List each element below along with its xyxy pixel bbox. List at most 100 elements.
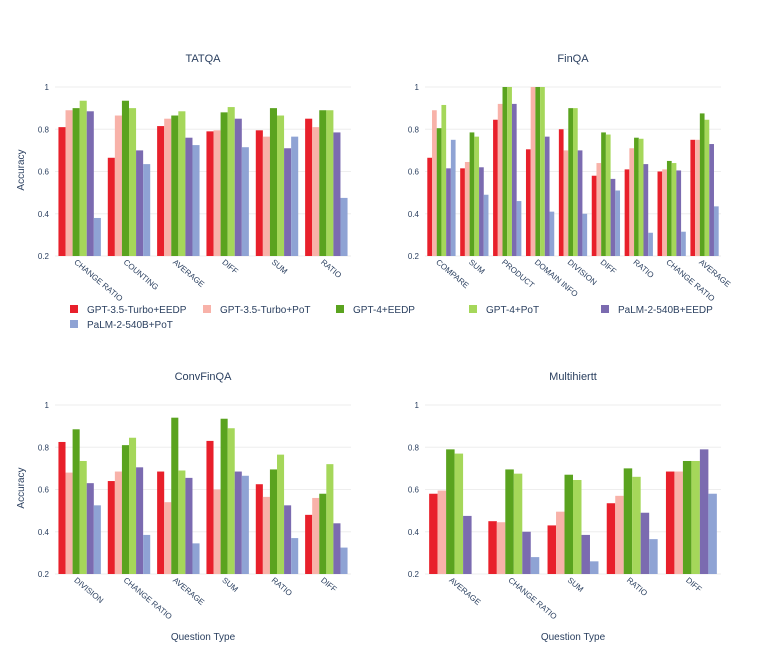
bar-diff-3 [691,460,700,574]
bar-average-4 [709,144,714,256]
bar-average-4 [185,477,193,574]
bar-product-3 [507,87,512,256]
legend-item[interactable]: GPT-4+EEDP [336,305,415,316]
legend-label: PaLM-2-540B+PoT [87,320,173,331]
bar-diff-5 [708,493,717,574]
bar-change-ratio-3 [671,163,677,256]
legend-item[interactable]: GPT-4+PoT [469,305,539,316]
x-tick-label: CHANGE RATIO [507,576,559,622]
y-tick-label: 0.8 [38,443,50,452]
bar-ratio-5 [648,232,653,256]
bar-ratio-3 [277,454,285,574]
bar-ratio-5 [340,197,348,256]
bar-change-ratio-4 [86,111,94,256]
bar-average-3 [454,453,464,574]
x-tick-label: AVERAGE [171,258,206,289]
x-tick-label: DIFF [684,576,703,594]
bar-diff-0 [305,514,313,574]
bar-domain-info-5 [549,211,555,256]
bar-change-ratio-3 [513,473,523,574]
bar-change-ratio-2 [121,445,129,574]
legend-item[interactable]: GPT-3.5-Turbo+PoT [203,305,311,316]
bar-sum-5 [483,194,489,256]
legend-label: GPT-3.5-Turbo+PoT [220,305,311,316]
bar-sum-4 [581,534,590,574]
y-tick-label: 0.2 [38,570,50,579]
x-tick-label: AVERAGE [447,576,482,607]
bar-counting-3 [129,108,137,256]
y-tick-label: 0.8 [408,443,420,452]
bar-average-1 [695,139,700,256]
bar-average-0 [157,471,165,574]
legend-item[interactable]: GPT-3.5-Turbo+EEDP [70,305,187,316]
x-tick-label: COMPARE [434,258,470,291]
bar-average-1 [164,502,172,574]
bar-diff-0 [665,471,675,574]
bar-change-ratio-4 [676,170,682,256]
bar-domain-info-3 [540,87,545,256]
bar-compare-1 [432,110,437,257]
y-tick-label: 0.6 [38,168,50,177]
legend-swatch [70,320,78,328]
bar-compare-2 [436,128,442,256]
bar-sum-2 [469,132,475,256]
bar-diff-0 [206,131,214,256]
bar-division-3 [573,108,578,256]
x-tick-label: SUM [220,576,240,595]
bar-ratio-3 [326,110,334,257]
subplot-multihiertt: Multihiertt 0.2 0.4 0.6 0.8 1 AVERAGE CHANGE RA… [408,371,721,621]
legend-label: GPT-4+PoT [486,305,539,316]
bar-sum-4 [479,167,484,256]
bar-diff-1 [674,471,683,574]
bar-ratio-0 [624,169,630,256]
bar-diff-2 [319,493,327,574]
y-tick-label: 0.6 [408,486,420,495]
bar-average-2 [171,417,179,574]
x-tick-label: SUM [566,576,586,595]
bar-diff-2 [220,112,228,256]
x-axis-label-right: Question Type [541,632,606,643]
bar-ratio-3 [632,476,641,574]
x-tick-label: RATIO [631,258,655,280]
bar-average-3 [178,470,186,574]
y-tick-label: 0.2 [408,252,420,261]
x-tick-label: SUM [270,258,290,277]
bar-change-ratio-1 [496,522,506,574]
bar-sum-3 [573,479,582,574]
bar-change-ratio-3 [79,100,87,256]
legend-label: GPT-3.5-Turbo+EEDP [87,305,187,316]
bar-counting-1 [114,115,122,257]
bar-division-4 [577,150,583,257]
x-tick-label: PRODUCT [500,258,536,290]
bar-change-ratio-5 [143,534,151,574]
bar-average-2 [699,113,705,256]
bar-product-2 [502,87,508,256]
subplot-convfinqa: ConvFinQA 0.2 0.4 0.6 0.8 1 DIVISION CHANGE RAT… [38,371,351,621]
bar-ratio-4 [284,505,292,574]
bar-change-ratio-5 [530,557,540,574]
legend-item[interactable]: PaLM-2-540B+EEDP [601,305,713,316]
bar-product-4 [511,103,517,257]
bar-change-ratio-4 [136,467,144,574]
legend-item[interactable]: PaLM-2-540B+PoT [70,320,173,331]
y-tick-label: 0.4 [408,210,420,219]
bar-change-ratio-0 [107,481,115,574]
y-tick-label: 0.6 [408,168,420,177]
bar-change-ratio-0 [58,127,66,256]
y-tick-label: 0.4 [38,528,50,537]
chart-title: ConvFinQA [175,371,233,383]
x-tick-label: SUM [467,258,487,277]
bar-change-ratio-4 [522,531,531,574]
x-tick-label: RATIO [625,576,649,598]
y-tick-label: 1 [415,401,420,410]
bar-average-0 [157,126,165,256]
bar-average-3 [704,119,710,257]
legend-swatch [70,305,78,313]
x-tick-label: CHANGE RATIO [122,576,174,622]
y-tick-label: 1 [415,83,420,92]
y-tick-label: 0.8 [408,125,420,134]
y-tick-label: 0.4 [38,210,50,219]
legend-label: PaLM-2-540B+EEDP [618,305,713,316]
